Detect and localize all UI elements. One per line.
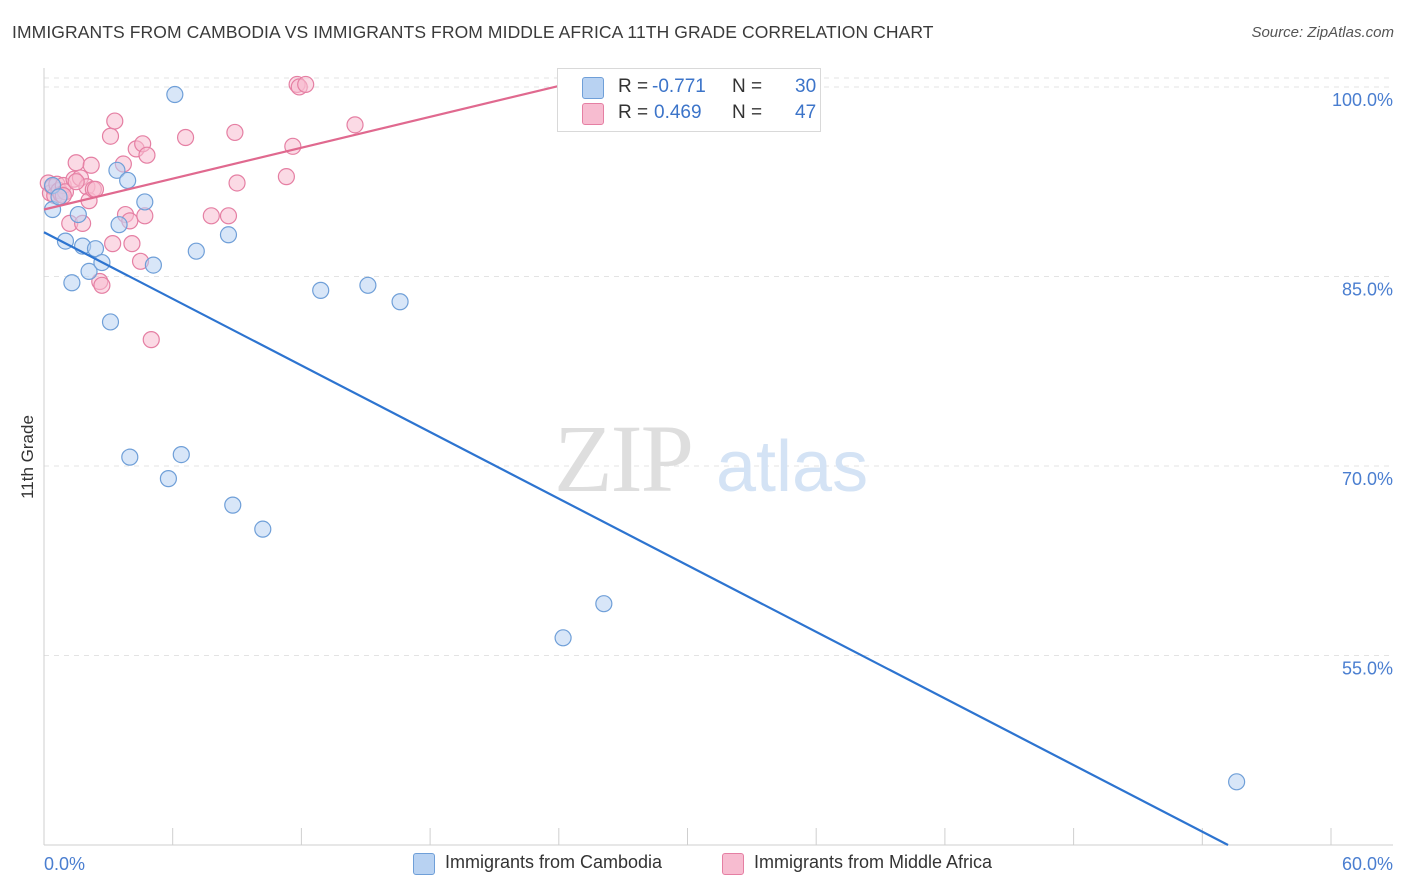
data-point — [226, 123, 244, 142]
legend-n-value: 47 — [795, 102, 817, 123]
watermark-zip: ZIP — [554, 405, 692, 512]
data-point — [69, 205, 87, 224]
legend-r-label: R = — [618, 102, 649, 123]
data-point — [86, 240, 105, 258]
data-point — [144, 256, 162, 274]
legend-n-label: N = — [732, 76, 763, 97]
series-middle-africa — [39, 75, 364, 349]
data-point — [159, 470, 178, 488]
legend-r-label: R = — [618, 76, 649, 97]
data-point — [110, 216, 128, 234]
data-point — [595, 595, 613, 613]
series-cambodia — [43, 85, 1246, 791]
data-point — [176, 128, 195, 147]
data-point — [219, 226, 238, 244]
data-point — [123, 235, 141, 253]
data-point — [80, 262, 98, 281]
y-tick-label: 70.0% — [1342, 469, 1393, 489]
data-point — [277, 168, 295, 186]
data-point — [254, 520, 272, 538]
data-point — [219, 207, 238, 225]
data-point — [82, 156, 100, 174]
data-point — [136, 193, 154, 211]
data-point — [104, 235, 122, 253]
data-point — [346, 116, 364, 134]
data-point — [101, 127, 120, 145]
data-point — [391, 293, 409, 311]
legend-label-cambodia: Immigrants from Cambodia — [445, 852, 663, 872]
legend-label-middle-africa: Immigrants from Middle Africa — [754, 852, 993, 872]
source-credit: Source: ZipAtlas.com — [1251, 24, 1394, 41]
x-tick-label: 0.0% — [44, 854, 85, 874]
legend-swatch-pink — [582, 103, 604, 125]
data-point — [1228, 773, 1246, 791]
trend-line-pink — [43, 83, 566, 211]
legend-swatch-pink — [722, 853, 744, 875]
data-point — [67, 154, 85, 172]
y-tick-label: 100.0% — [1332, 90, 1393, 110]
data-point — [50, 188, 68, 206]
data-point — [359, 276, 377, 294]
x-tick-labels: 0.0% 60.0% — [44, 854, 1393, 874]
y-tick-label: 55.0% — [1342, 658, 1393, 678]
x-tick-label: 60.0% — [1342, 854, 1393, 874]
y-axis-label: 11th Grade — [18, 415, 37, 499]
data-point — [106, 112, 124, 130]
data-point — [554, 629, 572, 647]
legend-r-value: 0.469 — [654, 102, 702, 123]
stats-legend: R = -0.771 N = 30 R = 0.469 N = 47 — [557, 68, 821, 132]
trend-lines — [43, 83, 1229, 846]
data-point — [121, 448, 139, 466]
data-point — [172, 446, 190, 464]
trend-line-blue — [43, 231, 1229, 846]
data-point — [119, 171, 137, 190]
data-point — [101, 313, 120, 331]
grid-lines — [44, 77, 1391, 656]
legend-r-value: -0.771 — [652, 76, 706, 97]
data-point — [108, 161, 126, 179]
data-point — [312, 281, 330, 299]
legend-n-label: N = — [732, 102, 763, 123]
legend-swatch-blue — [413, 853, 435, 875]
data-point — [67, 173, 85, 191]
data-point — [166, 85, 184, 104]
data-point — [202, 207, 220, 225]
watermark: ZIP atlas — [554, 405, 868, 512]
data-point — [187, 242, 205, 260]
legend-swatch-blue — [582, 77, 604, 99]
data-point — [224, 496, 242, 514]
y-tick-labels: 55.0% 70.0% 85.0% 100.0% — [1332, 90, 1393, 679]
data-point — [63, 274, 81, 292]
watermark-atlas: atlas — [716, 427, 868, 507]
data-point — [138, 146, 156, 164]
chart-title: IMMIGRANTS FROM CAMBODIA VS IMMIGRANTS F… — [12, 22, 934, 42]
data-point — [93, 276, 111, 294]
data-point — [142, 331, 160, 349]
legend-n-value: 30 — [795, 76, 817, 97]
data-point — [297, 75, 315, 94]
y-tick-label: 85.0% — [1342, 279, 1393, 299]
data-point — [228, 174, 246, 192]
